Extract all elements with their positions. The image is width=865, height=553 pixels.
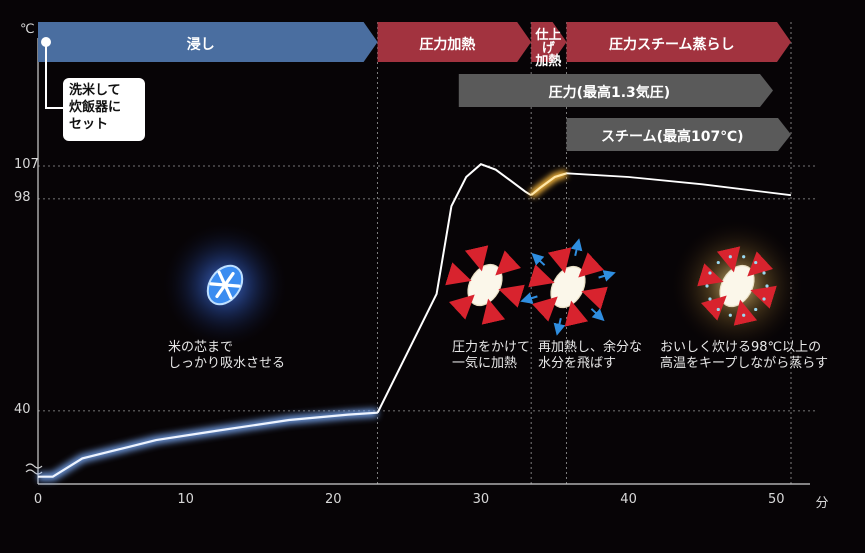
rice-reheat-icon bbox=[550, 265, 586, 309]
note-text: 洗米して 炊飯器に セット bbox=[69, 83, 122, 132]
curve-segment-soak bbox=[38, 411, 378, 478]
y-tick-98: 98 bbox=[14, 189, 31, 205]
phase-label-1: 圧力加熱 bbox=[419, 37, 476, 53]
phase-bar-3 bbox=[566, 22, 791, 62]
x-tick-30: 30 bbox=[472, 492, 490, 507]
sub-phase-label-1: スチーム(最高107℃) bbox=[600, 129, 744, 145]
rice-pressure-icon bbox=[467, 263, 503, 307]
temperature-curve bbox=[38, 163, 792, 481]
annotation-steam: おいしく炊ける98℃以上の 高温をキープしながら蒸らす bbox=[660, 340, 828, 371]
annotation-pressure-heat: 圧力をかけて 一気に加熱 bbox=[452, 340, 531, 371]
sub-phase-label-0: 圧力(最高1.3気圧) bbox=[548, 85, 671, 101]
x-tick-40: 40 bbox=[620, 492, 637, 507]
sub-phase-bars bbox=[458, 74, 791, 151]
phase-bar-2 bbox=[531, 22, 567, 62]
y-tick-40: 40 bbox=[14, 401, 31, 417]
phase-label-0: 浸し bbox=[186, 37, 215, 53]
phase-label-3: 圧力スチーム蒸らし bbox=[608, 37, 735, 53]
curve-segment-steam bbox=[566, 172, 792, 197]
sub-phase-bar-0 bbox=[458, 74, 773, 107]
x-unit-label: 分 bbox=[815, 496, 829, 511]
note-box: 洗米して 炊飯器に セット bbox=[63, 78, 145, 141]
note-connector bbox=[45, 42, 64, 109]
phase-label-2: 仕上げ 加熱 bbox=[535, 28, 562, 69]
steam-arrows bbox=[697, 246, 777, 326]
reheat-arrows bbox=[528, 247, 608, 327]
curve-segment-pressure bbox=[376, 163, 532, 414]
phase-bar-1 bbox=[377, 22, 532, 62]
y-tick-107: 107 bbox=[14, 157, 39, 172]
x-tick-0: 0 bbox=[33, 492, 43, 507]
phase-bars bbox=[38, 22, 791, 109]
y-unit-label: ℃ bbox=[20, 22, 35, 37]
rice-illustrations bbox=[163, 221, 802, 351]
curve-segment-finish bbox=[530, 172, 567, 197]
steam-dots bbox=[705, 255, 769, 317]
x-tick-20: 20 bbox=[325, 492, 342, 507]
x-tick-10: 10 bbox=[177, 492, 194, 507]
steam-out-arrows bbox=[520, 238, 616, 336]
axis-break-icon bbox=[25, 463, 43, 475]
x-tick-50: 50 bbox=[767, 492, 785, 507]
phase-bar-0 bbox=[38, 22, 378, 62]
sub-phase-bar-1 bbox=[566, 118, 791, 151]
curve-glow-soak bbox=[38, 408, 378, 481]
rice-soak-icon bbox=[206, 264, 244, 306]
pressure-arrows bbox=[445, 245, 525, 325]
annotation-reheat: 再加熱し、余分な 水分を飛ばす bbox=[538, 340, 643, 371]
annotation-soak: 米の芯まで しっかり吸水させる bbox=[168, 340, 286, 371]
